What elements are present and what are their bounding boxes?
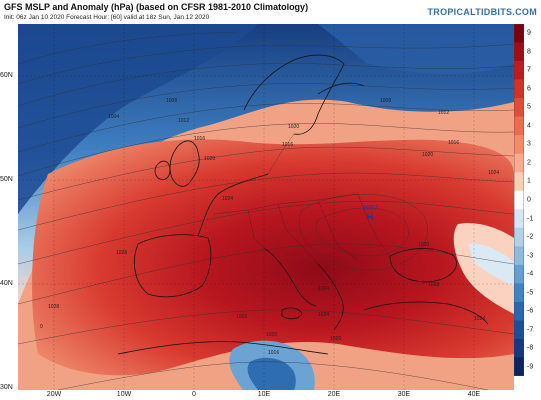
isobar-label: 1020 [330,336,341,342]
isobar-label: 1024 [488,170,499,176]
colorbar-label: 7 [527,66,531,74]
positive-anomaly-main [32,139,514,376]
colorbar-label: -3 [527,252,534,260]
colorbar-swatch [514,246,524,266]
isobar-label: 1020 [204,156,215,162]
colorbar-label: -4 [527,270,534,278]
colorbar-swatch [514,320,524,340]
colorbar-label: -1 [527,215,534,223]
colorbar-swatch [514,135,524,154]
colorbar-label: -6 [527,307,534,315]
isobars [18,31,514,390]
high-center-value: 1037 [362,205,378,212]
colorbar-swatch [514,42,524,62]
lon-label-40e: 40E [467,391,481,398]
lat-label-30n: 30N [0,384,13,391]
isobar-label: 1020 [266,332,277,338]
lon-label-10e: 10E [257,391,271,398]
colorbar-swatch [514,283,524,303]
deep-negative-northeast [318,24,514,75]
colorbar-swatch [514,98,524,117]
colorbar-label: 5 [527,103,531,111]
isobar-label: 1008 [166,98,177,104]
colorbar-swatch [514,357,524,376]
borders [213,133,391,265]
isobar-label: 1020 [418,242,429,248]
lat-label-40n: 40N [0,280,13,287]
colorbar-label: 6 [527,85,531,93]
colorbar-swatch [514,264,524,284]
lon-label-0: 0 [192,391,196,398]
colorbar-swatch [514,79,524,99]
isobar-label: 1016 [268,350,279,356]
isobar-label: 1004 [108,114,119,120]
colorbar-swatch [514,116,524,136]
colorbar-label: 9 [527,29,531,37]
isobar-label: 1012 [438,110,449,116]
isobar-label: 1008 [380,98,391,104]
lon-label-20w: 20W [46,391,62,398]
anomaly-colorbar [514,24,524,376]
colorbar-label: 3 [527,140,531,148]
colorbar-label: 1 [527,177,531,185]
colorbar-swatch [514,209,524,229]
colorbar-swatch [514,153,524,173]
isobar-label: 1016 [236,314,247,320]
lon-label-10w: 10W [116,391,132,398]
coastlines [117,54,489,355]
map-title: GFS MSLP and Anomaly (hPa) (based on CFS… [4,2,309,12]
isobar-label: 1020 [422,152,433,158]
colorbar-swatch [514,227,524,247]
isobar-label: 1024 [318,286,329,292]
anomaly-map: 1037 H 1004 1008 1012 1016 1020 1024 102… [18,24,514,390]
isobar-label: 1024 [222,196,233,202]
isobar-label: 1012 [178,118,189,124]
colorbar-label: 0 [527,196,531,204]
high-pressure-center: 1037 H [362,205,378,222]
colorbar-label: 8 [527,48,531,56]
lon-label-20e: 20E [327,391,341,398]
isobar-label: 1024 [318,312,329,318]
lat-label-50n: 50N [0,176,13,183]
isobar-label: 1028 [48,304,59,310]
colorbar-label: -7 [527,326,534,334]
colorbar-label: -8 [527,344,534,352]
lon-label-30e: 30E [397,391,411,398]
isobar-label: 0 [40,324,43,330]
high-center-letter: H [367,212,374,222]
colorbar-label: -9 [527,363,534,371]
isobar-label: 1020 [288,124,299,130]
lat-label-60n: 60N [0,72,13,79]
colorbar-swatch [514,172,524,192]
colorbar-swatch [514,24,524,43]
isobar-labels: 1004 1008 1012 1016 1020 1024 1028 1008 … [40,98,499,356]
deep-negative-northwest [18,24,258,214]
graticule [18,24,514,390]
colorbar-swatch [514,61,524,80]
colorbar-swatch [514,338,524,358]
colorbar-label: 2 [527,159,531,167]
isobar-label: 1028 [116,250,127,256]
colorbar-label: -5 [527,289,534,297]
colorbar-label: 4 [527,122,531,130]
isobar-label: 1024 [474,316,485,322]
colorbar-swatch [514,301,524,321]
colorbar-swatch [514,190,524,210]
isobar-label: 1016 [448,140,459,146]
isobar-label: 1016 [194,136,205,142]
map-subtitle: Init: 06z Jan 10 2020 Forecast Hour: [60… [4,14,210,21]
brand-logo[interactable]: TROPICALTIDBITS.COM [427,7,537,17]
isobar-label: 1028 [428,282,439,288]
isobar-label: 1016 [282,142,293,148]
colorbar-label: -2 [527,233,534,241]
